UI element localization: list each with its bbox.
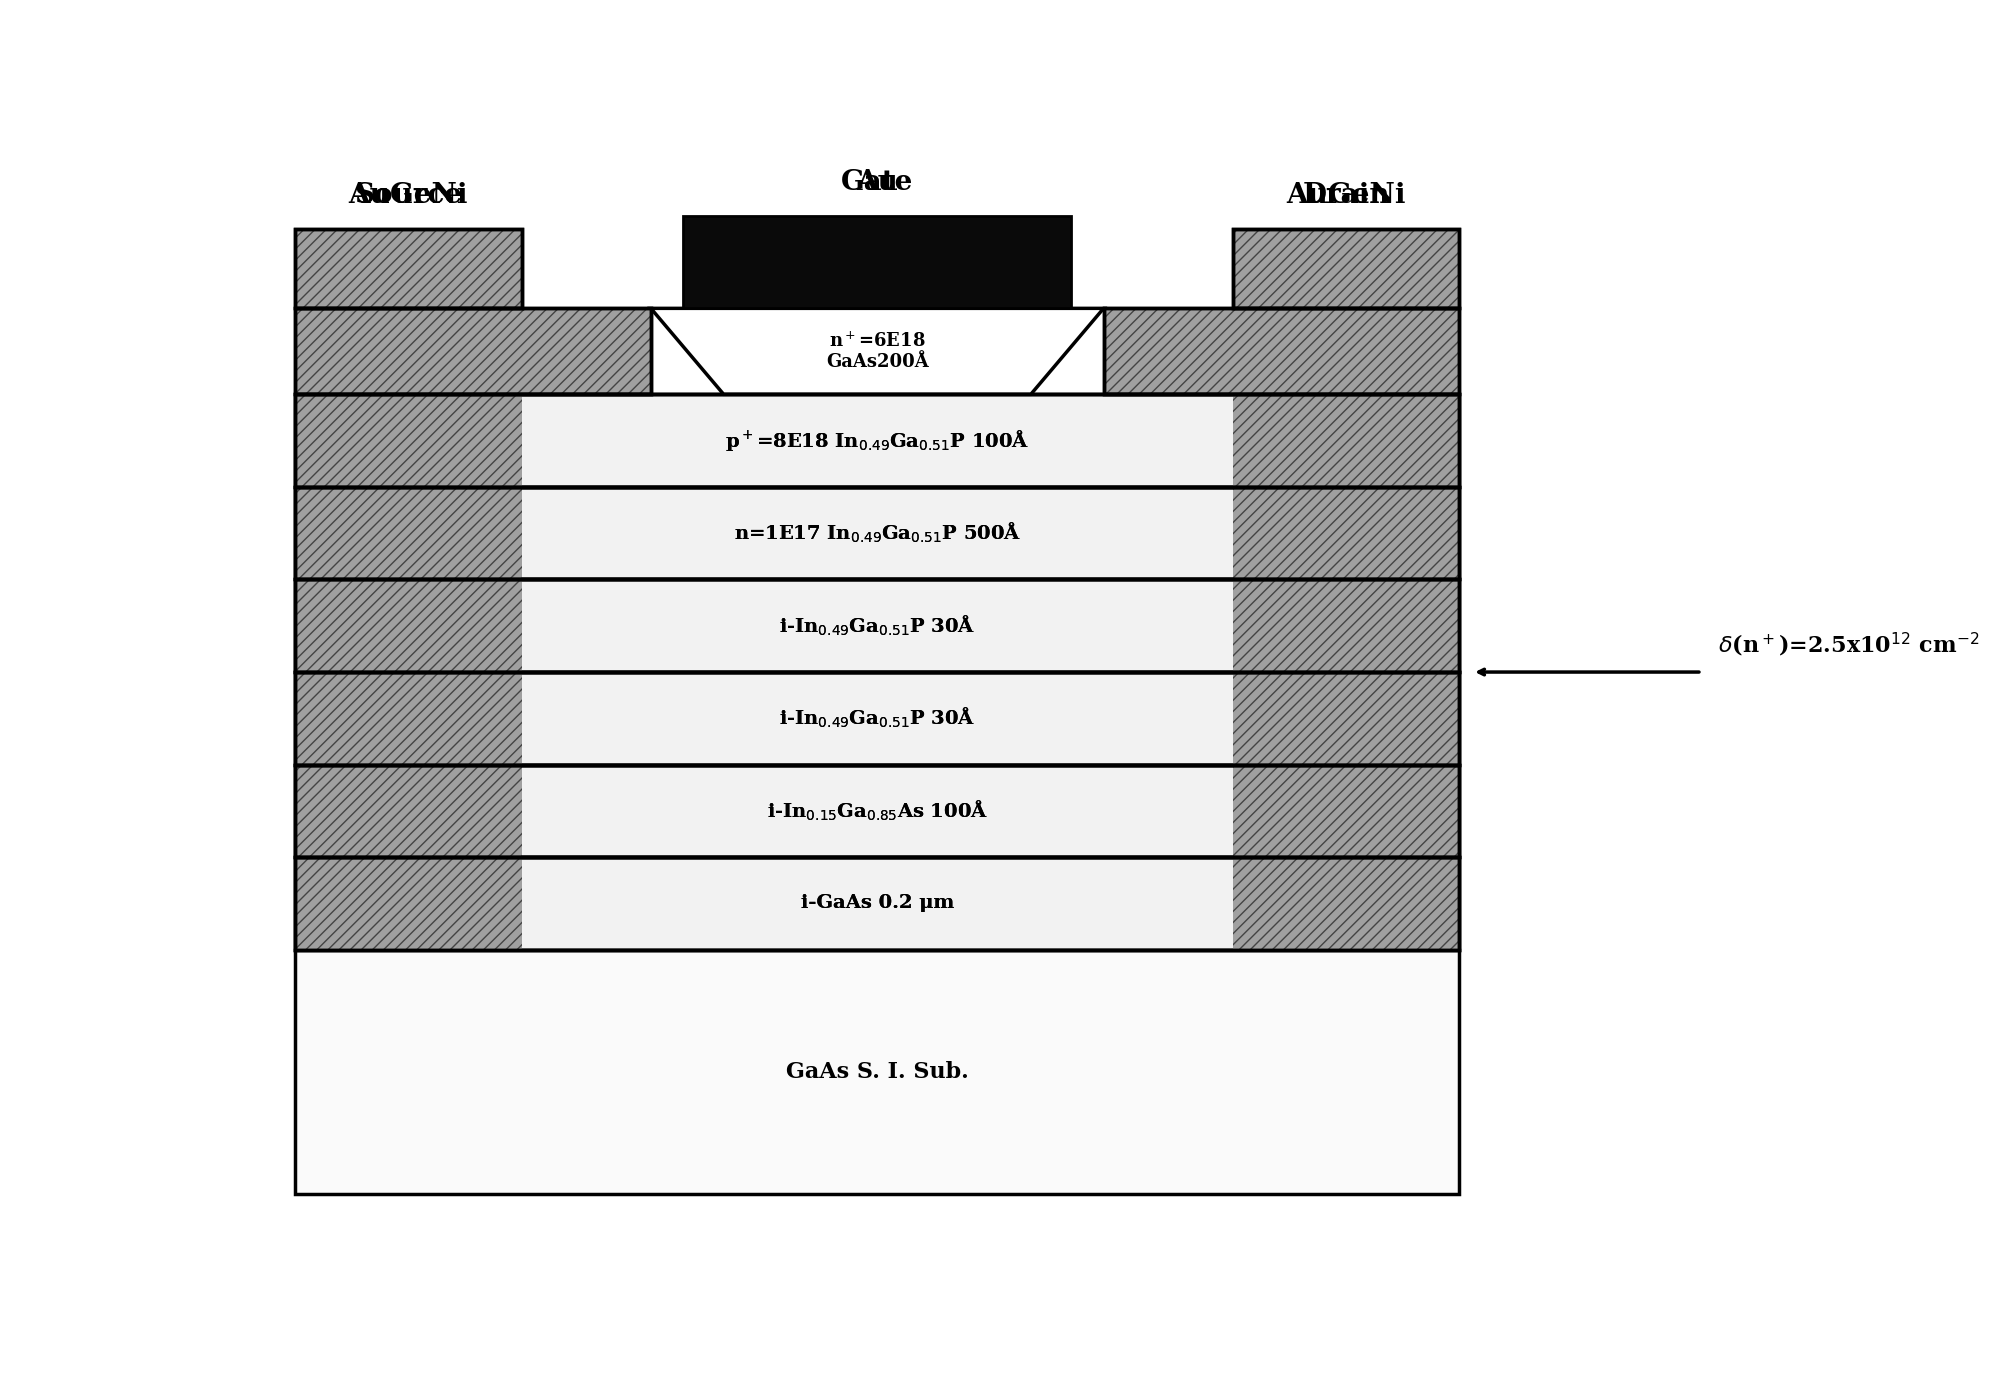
Bar [295,580,522,672]
Polygon shape [651,309,1104,394]
Text: p$^+$=8E18 In$_{0.49}$Ga$_{0.51}$P 100Å: p$^+$=8E18 In$_{0.49}$Ga$_{0.51}$P 100Å [725,427,1030,453]
Bar [1233,580,1460,672]
Bar [295,309,651,394]
Text: Source: Source [355,182,462,210]
Bar [295,858,1460,950]
Text: i-In$_{0.15}$Ga$_{0.85}$As 100Å: i-In$_{0.15}$Ga$_{0.85}$As 100Å [767,799,988,823]
Text: Gate: Gate [841,169,914,196]
Bar [295,580,1460,672]
Bar [295,488,522,580]
Bar [1104,309,1460,394]
Bar [295,309,651,394]
Bar [295,229,522,309]
Bar [295,488,522,580]
Bar [295,394,522,950]
Bar [1233,229,1460,309]
Bar [1233,394,1460,950]
Bar [1104,309,1460,394]
Bar [295,309,651,394]
Bar [295,858,522,950]
Bar [1104,309,1460,394]
Bar [295,309,651,394]
Bar [295,672,1460,764]
Bar [1233,580,1460,672]
Bar [295,229,522,309]
Text: Au: Au [857,138,898,196]
Bar [1233,858,1460,950]
Bar [295,229,522,309]
Bar [295,394,1460,488]
Text: i-In$_{0.49}$Ga$_{0.51}$P 30Å: i-In$_{0.49}$Ga$_{0.51}$P 30Å [779,613,976,638]
Text: Drain: Drain [1303,182,1390,210]
Bar [1233,672,1460,764]
Bar [295,580,522,672]
Bar [1233,394,1460,488]
Bar [295,858,1460,950]
Text: AuGeNi: AuGeNi [349,151,468,210]
Bar [1233,858,1460,950]
Bar [295,394,522,488]
Bar [295,672,1460,764]
Bar [295,858,522,950]
Bar [295,764,522,858]
Bar [1233,764,1460,858]
Text: GaAs S. I. Sub.: GaAs S. I. Sub. [787,1062,968,1083]
Bar [1233,672,1460,764]
Bar [295,580,1460,672]
Text: i-In$_{0.49}$Ga$_{0.51}$P 30Å: i-In$_{0.49}$Ga$_{0.51}$P 30Å [779,707,976,731]
Bar [295,764,1460,858]
Text: n=1E17 In$_{0.49}$Ga$_{0.51}$P 500Å: n=1E17 In$_{0.49}$Ga$_{0.51}$P 500Å [733,521,1020,545]
Bar [683,215,1072,309]
Text: i-In$_{0.15}$Ga$_{0.85}$As 100Å: i-In$_{0.15}$Ga$_{0.85}$As 100Å [767,799,988,823]
Bar [295,488,1460,580]
Bar [295,394,522,950]
Text: p$^+$=8E18 In$_{0.49}$Ga$_{0.51}$P 100Å: p$^+$=8E18 In$_{0.49}$Ga$_{0.51}$P 100Å [725,427,1030,453]
Bar [1233,488,1460,580]
Bar [295,950,1460,1194]
Bar [295,764,522,858]
Text: i-GaAs 0.2 μm: i-GaAs 0.2 μm [801,894,954,912]
Bar [295,394,522,488]
Bar [1233,488,1460,580]
Bar [1233,229,1460,309]
Bar [295,394,1460,488]
Bar [295,672,1460,764]
Bar [295,488,1460,580]
Bar [295,488,1460,580]
Text: i-In$_{0.49}$Ga$_{0.51}$P 30Å: i-In$_{0.49}$Ga$_{0.51}$P 30Å [779,613,976,638]
Bar [1233,229,1460,309]
Text: n$^+$=6E18
GaAs200Å: n$^+$=6E18 GaAs200Å [827,331,928,372]
Bar [295,764,1460,858]
Bar [295,580,1460,672]
Bar [1233,394,1460,950]
Bar [295,672,522,764]
Bar [295,672,522,764]
Bar [1233,229,1460,309]
Text: n=1E17 In$_{0.49}$Ga$_{0.51}$P 500Å: n=1E17 In$_{0.49}$Ga$_{0.51}$P 500Å [733,521,1020,545]
Text: i-GaAs 0.2 μm: i-GaAs 0.2 μm [801,894,954,912]
Bar [295,229,522,309]
Bar [295,858,1460,950]
Bar [1233,764,1460,858]
Bar [1233,394,1460,488]
Bar [295,764,1460,858]
Bar [1104,309,1460,394]
Text: AuGeNi: AuGeNi [1287,151,1406,210]
Text: $\delta$(n$^+$)=2.5x10$^{12}$ cm$^{-2}$: $\delta$(n$^+$)=2.5x10$^{12}$ cm$^{-2}$ [1717,630,1980,659]
Bar [295,394,1460,488]
Text: i-In$_{0.49}$Ga$_{0.51}$P 30Å: i-In$_{0.49}$Ga$_{0.51}$P 30Å [779,707,976,731]
